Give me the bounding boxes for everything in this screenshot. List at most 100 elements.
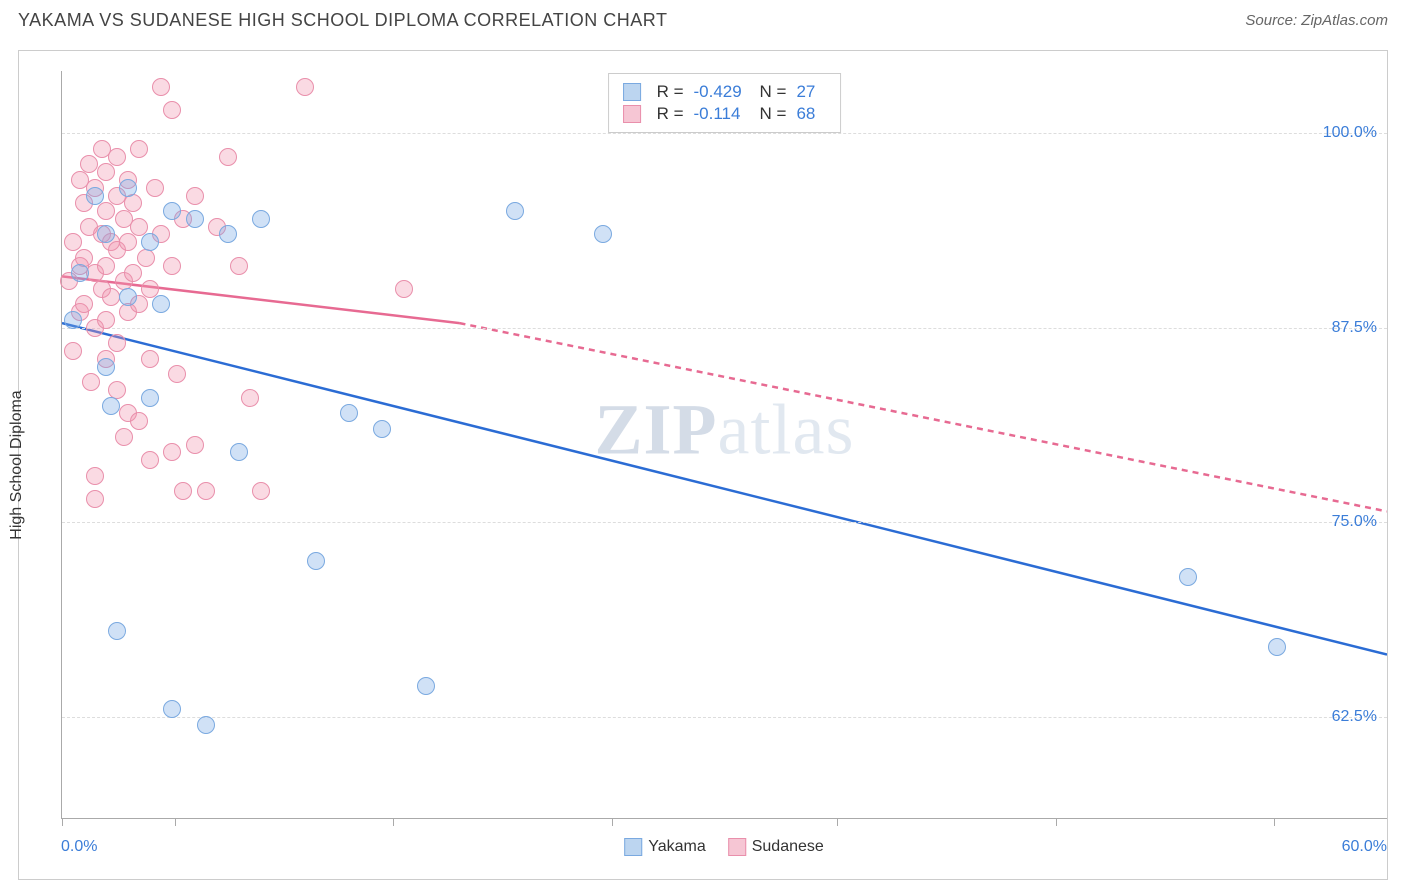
y-tick-label: 75.0%	[1332, 513, 1377, 531]
scatter-point-sudanese	[82, 373, 100, 391]
scatter-point-sudanese	[163, 101, 181, 119]
x-tick	[837, 818, 838, 826]
chart-container: High School Diploma ZIPatlas R = -0.429 …	[18, 50, 1388, 880]
scatter-point-sudanese	[168, 365, 186, 383]
scatter-point-yakama	[64, 311, 82, 329]
x-tick	[62, 818, 63, 826]
trend-lines-svg	[62, 71, 1387, 818]
scatter-point-sudanese	[186, 436, 204, 454]
scatter-point-yakama	[186, 210, 204, 228]
scatter-point-yakama	[340, 404, 358, 422]
scatter-point-sudanese	[97, 202, 115, 220]
x-tick	[612, 818, 613, 826]
source-prefix: Source:	[1245, 12, 1301, 29]
scatter-point-sudanese	[108, 334, 126, 352]
scatter-point-yakama	[506, 202, 524, 220]
scatter-point-sudanese	[97, 311, 115, 329]
chart-header: YAKAMA VS SUDANESE HIGH SCHOOL DIPLOMA C…	[0, 0, 1406, 37]
scatter-point-sudanese	[130, 218, 148, 236]
scatter-point-sudanese	[141, 451, 159, 469]
scatter-point-yakama	[119, 179, 137, 197]
scatter-point-sudanese	[86, 490, 104, 508]
n-label: N =	[760, 82, 787, 102]
scatter-point-yakama	[97, 225, 115, 243]
scatter-point-yakama	[417, 677, 435, 695]
scatter-point-yakama	[86, 187, 104, 205]
gridline-h	[62, 133, 1387, 134]
scatter-point-sudanese	[186, 187, 204, 205]
scatter-point-yakama	[71, 264, 89, 282]
scatter-point-sudanese	[197, 482, 215, 500]
swatch-sudanese	[623, 105, 641, 123]
scatter-point-yakama	[141, 233, 159, 251]
scatter-point-sudanese	[97, 257, 115, 275]
scatter-point-sudanese	[219, 148, 237, 166]
x-tick	[1056, 818, 1057, 826]
scatter-point-sudanese	[97, 163, 115, 181]
scatter-point-sudanese	[241, 389, 259, 407]
scatter-point-sudanese	[137, 249, 155, 267]
swatch-yakama	[624, 838, 642, 856]
correlation-legend: R = -0.429 N = 27 R = -0.114 N = 68	[608, 73, 842, 133]
series-name-sudanese: Sudanese	[752, 838, 824, 855]
scatter-point-sudanese	[174, 482, 192, 500]
scatter-point-yakama	[252, 210, 270, 228]
scatter-point-yakama	[152, 295, 170, 313]
r-label: R =	[657, 104, 684, 124]
scatter-point-yakama	[163, 700, 181, 718]
gridline-h	[62, 522, 1387, 523]
r-value-yakama: -0.429	[694, 82, 750, 102]
scatter-point-sudanese	[86, 467, 104, 485]
scatter-point-yakama	[1268, 638, 1286, 656]
gridline-h	[62, 717, 1387, 718]
scatter-point-sudanese	[395, 280, 413, 298]
legend-row-sudanese: R = -0.114 N = 68	[623, 104, 827, 124]
x-tick	[1274, 818, 1275, 826]
y-axis-label: High School Diploma	[8, 390, 26, 539]
x-axis-row: 0.0% Yakama Sudanese 60.0%	[61, 833, 1387, 861]
scatter-point-yakama	[102, 397, 120, 415]
scatter-point-sudanese	[119, 233, 137, 251]
scatter-point-sudanese	[141, 350, 159, 368]
scatter-point-sudanese	[64, 342, 82, 360]
scatter-point-sudanese	[130, 140, 148, 158]
scatter-point-yakama	[594, 225, 612, 243]
y-tick-label: 100.0%	[1323, 124, 1377, 142]
watermark: ZIPatlas	[595, 388, 855, 471]
y-tick-label: 62.5%	[1332, 708, 1377, 726]
watermark-bold: ZIP	[595, 389, 718, 469]
series-legend-sudanese: Sudanese	[728, 838, 824, 856]
scatter-point-sudanese	[80, 155, 98, 173]
scatter-point-yakama	[197, 716, 215, 734]
plot-area: ZIPatlas R = -0.429 N = 27 R = -0.114 N …	[61, 71, 1387, 819]
scatter-point-yakama	[163, 202, 181, 220]
scatter-point-sudanese	[230, 257, 248, 275]
scatter-point-yakama	[108, 622, 126, 640]
scatter-point-sudanese	[130, 412, 148, 430]
legend-row-yakama: R = -0.429 N = 27	[623, 82, 827, 102]
n-value-yakama: 27	[796, 82, 826, 102]
scatter-point-sudanese	[64, 233, 82, 251]
scatter-point-sudanese	[152, 78, 170, 96]
r-value-sudanese: -0.114	[694, 104, 750, 124]
x-tick	[175, 818, 176, 826]
n-value-sudanese: 68	[796, 104, 826, 124]
swatch-sudanese	[728, 838, 746, 856]
scatter-point-yakama	[141, 389, 159, 407]
watermark-rest: atlas	[718, 389, 855, 469]
scatter-point-sudanese	[296, 78, 314, 96]
y-tick-label: 87.5%	[1332, 319, 1377, 337]
scatter-point-yakama	[97, 358, 115, 376]
swatch-yakama	[623, 83, 641, 101]
series-legend-yakama: Yakama	[624, 838, 706, 856]
series-name-yakama: Yakama	[648, 838, 706, 855]
series-legend: Yakama Sudanese	[624, 838, 824, 856]
scatter-point-sudanese	[102, 288, 120, 306]
scatter-point-yakama	[119, 288, 137, 306]
scatter-point-sudanese	[108, 148, 126, 166]
chart-title: YAKAMA VS SUDANESE HIGH SCHOOL DIPLOMA C…	[18, 10, 667, 31]
scatter-point-sudanese	[163, 443, 181, 461]
scatter-point-sudanese	[146, 179, 164, 197]
scatter-point-sudanese	[252, 482, 270, 500]
trend-line	[460, 323, 1388, 511]
